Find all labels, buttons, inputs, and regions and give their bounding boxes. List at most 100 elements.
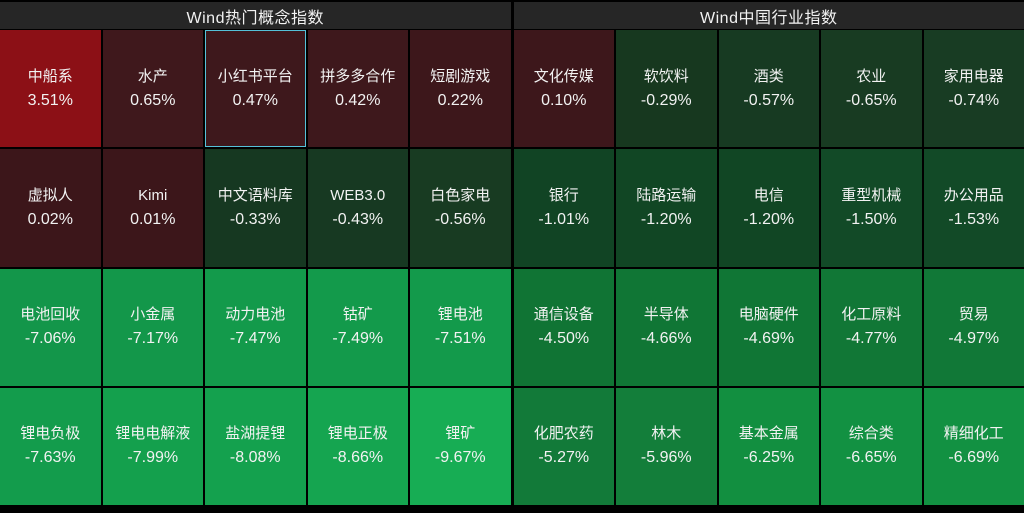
tile-value: 0.22% — [437, 91, 483, 109]
tile-value: -4.69% — [743, 330, 795, 348]
tile-name: 贸易 — [958, 306, 989, 324]
heatmap-tile[interactable]: 电池回收 -7.06% — [0, 268, 101, 386]
heatmap-tile[interactable]: 钴矿 -7.49% — [307, 268, 408, 386]
heatmap-tile[interactable]: 化肥农药 -5.27% — [513, 387, 614, 505]
heatmap-tile[interactable]: 贸易 -4.97% — [923, 268, 1024, 386]
tile-value: -7.49% — [332, 330, 384, 348]
heatmap-tile[interactable]: 锂电负极 -7.63% — [0, 387, 101, 505]
tile-value: -7.51% — [434, 330, 486, 348]
concept-index-grid: 中船系 3.51% 水产 0.65% 小红书平台 0.47% 拼多多合作 0.42% 短剧游戏 0… — [0, 30, 511, 505]
heatmap-tile[interactable]: 小金属 -7.17% — [102, 268, 203, 386]
tile-value: -4.50% — [538, 330, 590, 348]
tile-name: Kimi — [138, 186, 168, 204]
heatmap-tile[interactable]: 精细化工 -6.69% — [923, 387, 1024, 505]
tile-name: 小金属 — [130, 306, 176, 324]
tile-value: -9.67% — [434, 449, 486, 467]
tile-value: -5.27% — [538, 449, 590, 467]
tile-name: 基本金属 — [738, 425, 799, 443]
heatmap-tile[interactable]: 化工原料 -4.77% — [821, 268, 922, 386]
tile-value: -0.29% — [640, 91, 692, 109]
tile-name: 文化传媒 — [533, 67, 594, 85]
heatmap-tile[interactable]: 办公用品 -1.53% — [923, 149, 1024, 267]
tile-value: 0.01% — [130, 210, 176, 228]
tile-name: 中船系 — [27, 67, 73, 85]
heatmap-tile[interactable]: 基本金属 -6.25% — [718, 387, 819, 505]
tile-value: -7.06% — [24, 330, 76, 348]
tile-name: 林木 — [651, 425, 682, 443]
tile-name: 钴矿 — [342, 306, 373, 324]
section-headers: Wind热门概念指数 Wind中国行业指数 — [0, 2, 1024, 29]
heatmap-grids: 中船系 3.51% 水产 0.65% 小红书平台 0.47% 拼多多合作 0.42% 短剧游戏 0… — [0, 30, 1024, 513]
tile-value: -7.17% — [127, 330, 179, 348]
heatmap-tile[interactable]: 家用电器 -0.74% — [923, 30, 1024, 148]
tile-name: 精细化工 — [943, 425, 1004, 443]
tile-name: 化工原料 — [841, 306, 902, 324]
tile-name: 动力电池 — [225, 306, 286, 324]
heatmap-tile[interactable]: 中船系 3.51% — [0, 30, 101, 148]
heatmap-tile[interactable]: 中文语料库 -0.33% — [205, 149, 306, 267]
heatmap-tile[interactable]: 综合类 -6.65% — [821, 387, 922, 505]
tile-name: 酒类 — [753, 67, 784, 85]
tile-value: -7.63% — [24, 449, 76, 467]
industry-index-grid: 文化传媒 0.10% 软饮料 -0.29% 酒类 -0.57% 农业 -0.65% 家用电器 -0… — [513, 30, 1024, 505]
heatmap-tile[interactable]: 通信设备 -4.50% — [513, 268, 614, 386]
heatmap-tile[interactable]: 动力电池 -7.47% — [205, 268, 306, 386]
tile-name: 中文语料库 — [217, 186, 293, 204]
tile-value: 0.42% — [335, 91, 381, 109]
heatmap-tile[interactable]: 酒类 -0.57% — [718, 30, 819, 148]
tile-value: 0.47% — [232, 91, 278, 109]
tile-name: 电脑硬件 — [738, 306, 799, 324]
heatmap-tile[interactable]: 软饮料 -0.29% — [616, 30, 717, 148]
heatmap-tile[interactable]: 锂电池 -7.51% — [410, 268, 511, 386]
tile-value: -0.33% — [229, 210, 281, 228]
tile-value: 0.10% — [541, 91, 587, 109]
heatmap-tile[interactable]: 虚拟人 0.02% — [0, 149, 101, 267]
heatmap-tile[interactable]: 银行 -1.01% — [513, 149, 614, 267]
tile-name: 电池回收 — [20, 306, 81, 324]
tile-name: 银行 — [548, 186, 579, 204]
tile-value: -4.77% — [845, 330, 897, 348]
heatmap-tile[interactable]: 锂电电解液 -7.99% — [102, 387, 203, 505]
tile-name: 小红书平台 — [217, 67, 293, 85]
heatmap-tile[interactable]: 陆路运输 -1.20% — [616, 149, 717, 267]
heatmap-tile[interactable]: 电信 -1.20% — [718, 149, 819, 267]
tile-name: 虚拟人 — [27, 186, 73, 204]
tile-name: 化肥农药 — [533, 425, 594, 443]
heatmap-tile[interactable]: 水产 0.65% — [102, 30, 203, 148]
tile-name: 锂电池 — [437, 306, 483, 324]
heatmap-tile[interactable]: 半导体 -4.66% — [616, 268, 717, 386]
tile-value: -5.96% — [640, 449, 692, 467]
heatmap-tile[interactable]: WEB3.0 -0.43% — [307, 149, 408, 267]
tile-name: 锂电正极 — [327, 425, 388, 443]
heatmap-tile[interactable]: 小红书平台 0.47% — [205, 30, 306, 148]
heatmap-tile[interactable]: 锂电正极 -8.66% — [307, 387, 408, 505]
tile-name: 拼多多合作 — [320, 67, 396, 85]
heatmap-tile[interactable]: Kimi 0.01% — [102, 149, 203, 267]
heatmap-tile[interactable]: 短剧游戏 0.22% — [410, 30, 511, 148]
heatmap-tile[interactable]: 白色家电 -0.56% — [410, 149, 511, 267]
tile-name: 陆路运输 — [636, 186, 697, 204]
tile-value: -0.65% — [845, 91, 897, 109]
tile-name: 锂电负极 — [20, 425, 81, 443]
heatmap-tile[interactable]: 重型机械 -1.50% — [821, 149, 922, 267]
tile-name: 通信设备 — [533, 306, 594, 324]
heatmap-tile[interactable]: 文化传媒 0.10% — [513, 30, 614, 148]
heatmap-tile[interactable]: 电脑硬件 -4.69% — [718, 268, 819, 386]
heatmap-tile[interactable]: 农业 -0.65% — [821, 30, 922, 148]
tile-name: 锂矿 — [445, 425, 476, 443]
tile-value: -6.65% — [845, 449, 897, 467]
tile-name: 水产 — [137, 67, 168, 85]
tile-value: 0.02% — [27, 210, 73, 228]
heatmap-tile[interactable]: 拼多多合作 0.42% — [307, 30, 408, 148]
tile-name: WEB3.0 — [330, 186, 386, 204]
tile-value: -6.25% — [743, 449, 795, 467]
tile-value: -1.50% — [845, 210, 897, 228]
tile-value: -1.20% — [743, 210, 795, 228]
tile-value: 3.51% — [27, 91, 73, 109]
heatmap-tile[interactable]: 锂矿 -9.67% — [410, 387, 511, 505]
tile-value: -0.74% — [948, 91, 1000, 109]
tile-value: -0.57% — [743, 91, 795, 109]
heatmap-tile[interactable]: 盐湖提锂 -8.08% — [205, 387, 306, 505]
heatmap-tile[interactable]: 林木 -5.96% — [616, 387, 717, 505]
tile-value: -1.53% — [948, 210, 1000, 228]
